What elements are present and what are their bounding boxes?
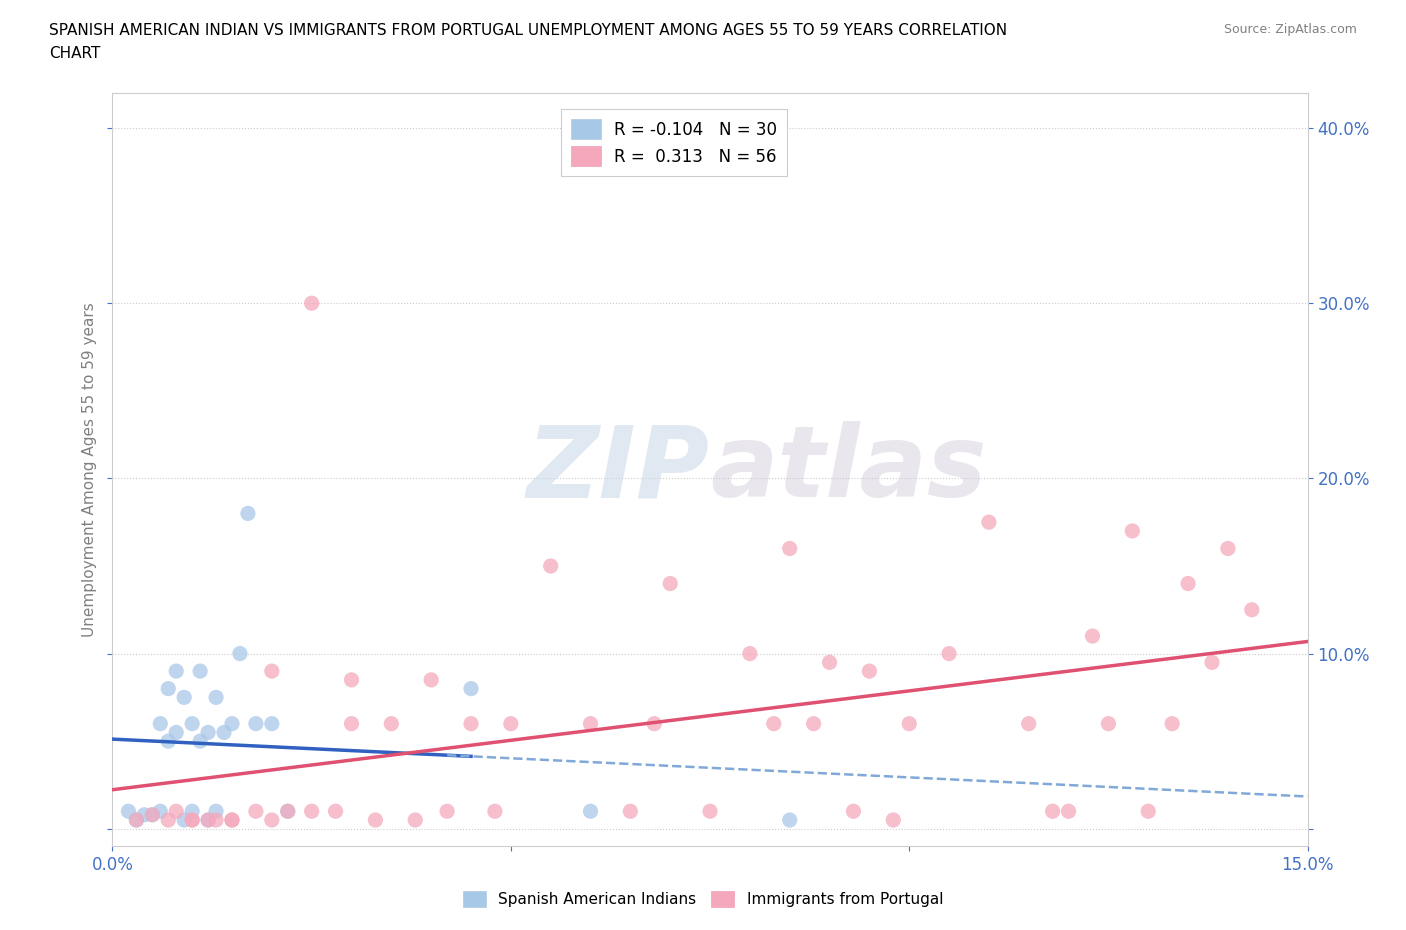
Point bbox=[460, 716, 482, 731]
Point bbox=[898, 716, 921, 731]
Point bbox=[1097, 716, 1119, 731]
Point bbox=[340, 716, 363, 731]
Point bbox=[1216, 541, 1239, 556]
Point bbox=[1240, 603, 1263, 618]
Point bbox=[1081, 629, 1104, 644]
Text: CHART: CHART bbox=[49, 46, 101, 61]
Point bbox=[125, 813, 148, 828]
Point bbox=[818, 655, 841, 670]
Point bbox=[245, 716, 267, 731]
Point bbox=[1018, 716, 1040, 731]
Point bbox=[188, 664, 211, 679]
Point bbox=[779, 541, 801, 556]
Point bbox=[1137, 804, 1160, 818]
Point bbox=[977, 515, 1000, 530]
Point bbox=[173, 690, 195, 705]
Point bbox=[301, 804, 323, 818]
Point bbox=[499, 716, 522, 731]
Point bbox=[779, 813, 801, 828]
Point bbox=[404, 813, 426, 828]
Legend: Spanish American Indians, Immigrants from Portugal: Spanish American Indians, Immigrants fro… bbox=[457, 884, 949, 913]
Point bbox=[134, 807, 156, 822]
Point bbox=[205, 813, 228, 828]
Point bbox=[157, 813, 180, 828]
Point bbox=[229, 646, 252, 661]
Point bbox=[1177, 576, 1199, 591]
Point bbox=[173, 813, 195, 828]
Point bbox=[882, 813, 904, 828]
Point bbox=[340, 672, 363, 687]
Point bbox=[141, 807, 163, 822]
Point bbox=[1042, 804, 1064, 818]
Point bbox=[277, 804, 299, 818]
Point bbox=[1161, 716, 1184, 731]
Point bbox=[260, 813, 283, 828]
Point bbox=[149, 716, 172, 731]
Point bbox=[1201, 655, 1223, 670]
Point bbox=[221, 813, 243, 828]
Point bbox=[1057, 804, 1080, 818]
Point bbox=[699, 804, 721, 818]
Point bbox=[380, 716, 402, 731]
Y-axis label: Unemployment Among Ages 55 to 59 years: Unemployment Among Ages 55 to 59 years bbox=[82, 302, 97, 637]
Point bbox=[540, 559, 562, 574]
Text: Source: ZipAtlas.com: Source: ZipAtlas.com bbox=[1223, 23, 1357, 36]
Point bbox=[125, 813, 148, 828]
Point bbox=[858, 664, 880, 679]
Point bbox=[938, 646, 960, 661]
Text: atlas: atlas bbox=[710, 421, 987, 518]
Point bbox=[141, 807, 163, 822]
Point bbox=[803, 716, 825, 731]
Point bbox=[643, 716, 665, 731]
Point bbox=[165, 664, 187, 679]
Point bbox=[436, 804, 458, 818]
Point bbox=[181, 804, 204, 818]
Point bbox=[762, 716, 785, 731]
Point bbox=[212, 725, 235, 740]
Point bbox=[260, 664, 283, 679]
Point bbox=[619, 804, 641, 818]
Point bbox=[484, 804, 506, 818]
Point bbox=[157, 734, 180, 749]
Point bbox=[157, 681, 180, 696]
Point bbox=[181, 716, 204, 731]
Legend: R = -0.104   N = 30, R =  0.313   N = 56: R = -0.104 N = 30, R = 0.313 N = 56 bbox=[561, 109, 787, 176]
Point bbox=[205, 690, 228, 705]
Point bbox=[460, 681, 482, 696]
Point bbox=[236, 506, 259, 521]
Text: ZIP: ZIP bbox=[527, 421, 710, 518]
Point bbox=[364, 813, 387, 828]
Point bbox=[197, 813, 219, 828]
Point bbox=[197, 813, 219, 828]
Point bbox=[181, 813, 204, 828]
Point bbox=[579, 804, 602, 818]
Point bbox=[221, 813, 243, 828]
Point bbox=[260, 716, 283, 731]
Point bbox=[301, 296, 323, 311]
Point bbox=[188, 734, 211, 749]
Point bbox=[117, 804, 139, 818]
Point bbox=[420, 672, 443, 687]
Point bbox=[277, 804, 299, 818]
Point bbox=[165, 725, 187, 740]
Point bbox=[1121, 524, 1143, 538]
Point bbox=[181, 813, 204, 828]
Point bbox=[205, 804, 228, 818]
Point bbox=[659, 576, 682, 591]
Point bbox=[842, 804, 865, 818]
Point bbox=[325, 804, 347, 818]
Point bbox=[197, 725, 219, 740]
Point bbox=[165, 804, 187, 818]
Point bbox=[221, 716, 243, 731]
Text: SPANISH AMERICAN INDIAN VS IMMIGRANTS FROM PORTUGAL UNEMPLOYMENT AMONG AGES 55 T: SPANISH AMERICAN INDIAN VS IMMIGRANTS FR… bbox=[49, 23, 1007, 38]
Point bbox=[149, 804, 172, 818]
Point bbox=[579, 716, 602, 731]
Point bbox=[245, 804, 267, 818]
Point bbox=[738, 646, 761, 661]
